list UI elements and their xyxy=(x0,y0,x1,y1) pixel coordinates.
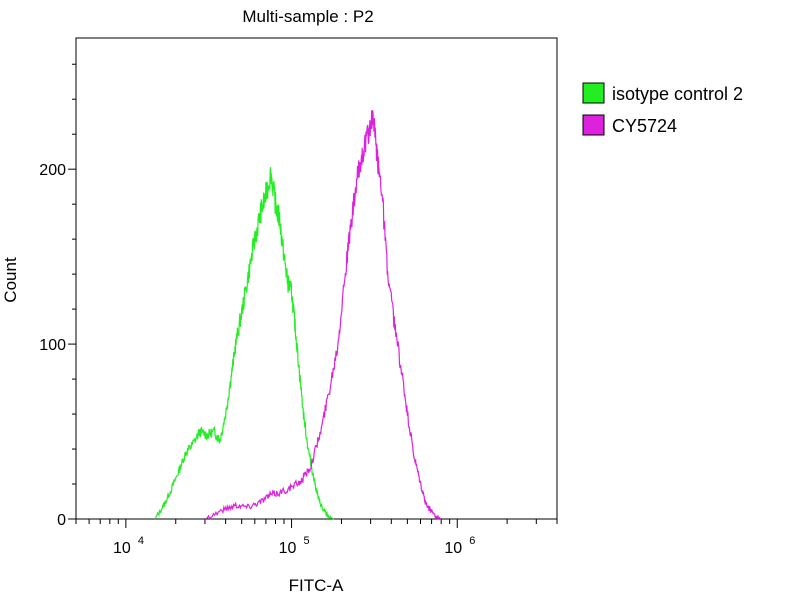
y-tick-label: 200 xyxy=(39,162,66,179)
legend-swatch-isotype-control xyxy=(582,82,605,104)
legend-swatch-cy5724 xyxy=(582,114,605,136)
y-tick-label: 0 xyxy=(57,512,66,529)
plot-frame xyxy=(75,37,558,520)
x-tick-exponent: 5 xyxy=(304,535,310,547)
y-axis-label: Count xyxy=(1,257,20,303)
x-tick-exponent: 6 xyxy=(469,535,475,547)
y-axis: 0 100 200 xyxy=(39,63,76,529)
x-tick-label: 10 xyxy=(444,540,462,557)
y-tick-label: 100 xyxy=(39,337,66,354)
legend-label-isotype-control: isotype control 2 xyxy=(612,84,743,104)
legend-item-cy5724: CY5724 xyxy=(582,114,677,136)
legend-item-isotype-control: isotype control 2 xyxy=(582,82,743,104)
x-axis: 10 4 10 5 10 6 xyxy=(75,519,558,557)
x-tick-exponent: 4 xyxy=(138,535,144,547)
x-tick-label: 10 xyxy=(113,540,131,557)
x-axis-label: FITC-A xyxy=(289,576,344,595)
x-tick-label: 10 xyxy=(279,540,297,557)
legend-label-cy5724: CY5724 xyxy=(612,116,677,136)
series-layer xyxy=(154,110,442,521)
series-line-isotype-control-2 xyxy=(154,167,335,520)
series-line-cy5724 xyxy=(204,110,442,521)
chart-title: Multi-sample : P2 xyxy=(242,7,373,26)
legend: isotype control 2 CY5724 xyxy=(582,82,743,136)
